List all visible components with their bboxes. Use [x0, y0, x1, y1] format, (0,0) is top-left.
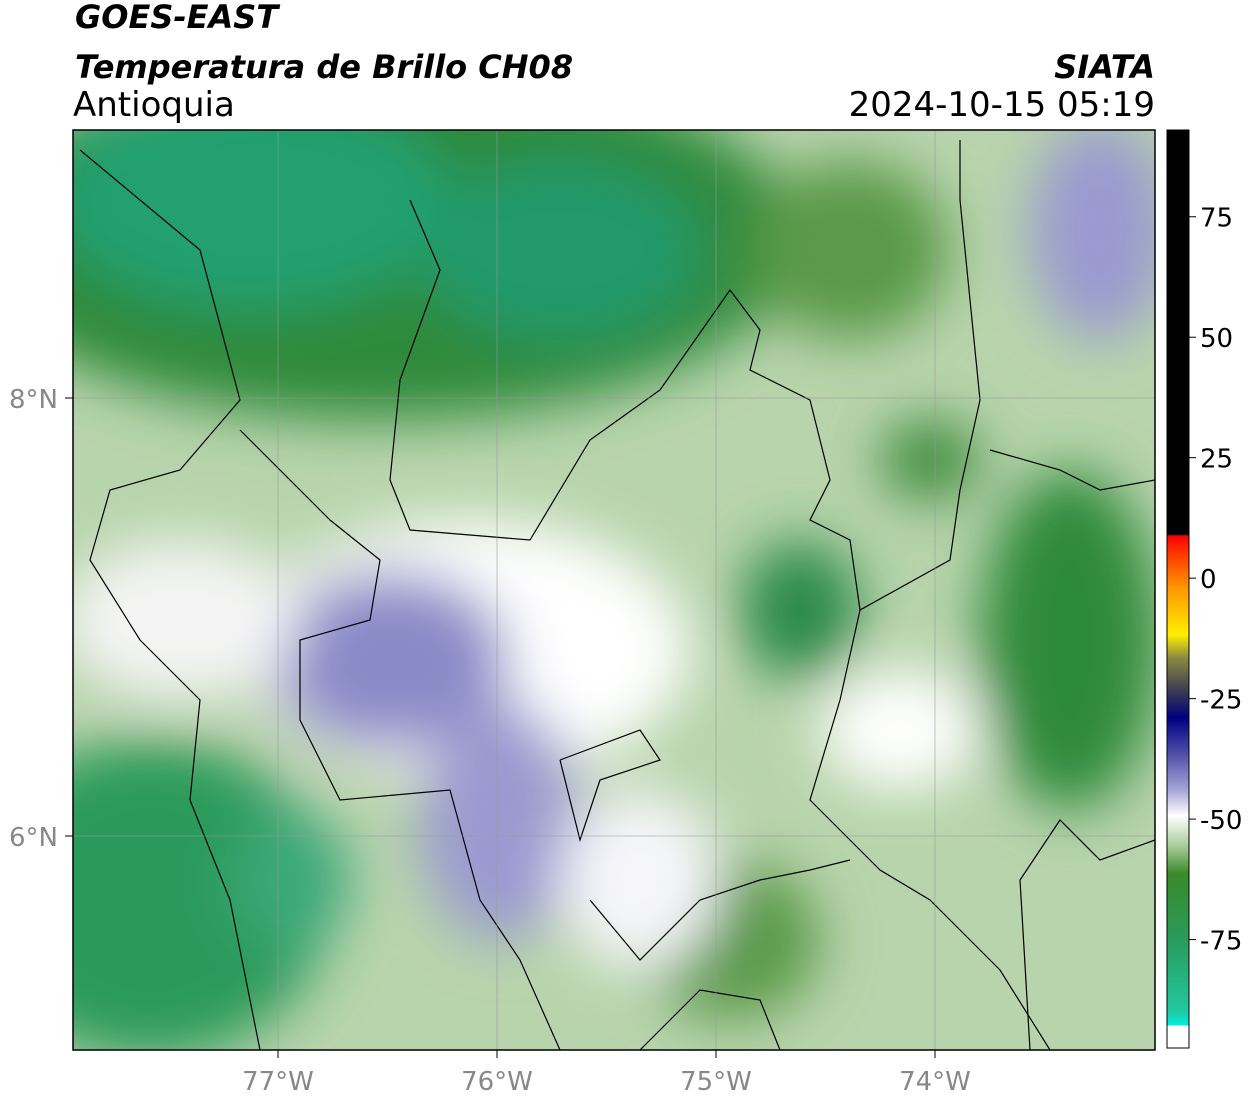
satellite-image — [73, 130, 1155, 1050]
datetime: 2024-10-15 05:19 — [849, 85, 1155, 125]
colorbar-tick-label: -50 — [1200, 806, 1242, 836]
colorbar-tick-label: -75 — [1200, 927, 1242, 957]
colorbar-tick-label: 0 — [1200, 565, 1217, 595]
colorbar-tick-label: 75 — [1200, 204, 1233, 234]
colorbar-tick-label: 25 — [1200, 445, 1233, 475]
colorbar — [1166, 129, 1190, 1049]
colorbar-tick-label: 50 — [1200, 324, 1233, 354]
map-frame — [72, 129, 1156, 1051]
org: SIATA — [1054, 48, 1155, 86]
region: Antioquia — [73, 85, 235, 125]
lat-tick-label: 8°N — [9, 385, 58, 415]
colorbar-tick-label: -25 — [1200, 686, 1242, 716]
lon-tick-label: 76°W — [461, 1067, 533, 1097]
lon-tick-label: 75°W — [680, 1067, 752, 1097]
product: Temperatura de Brillo CH08 — [75, 48, 573, 86]
lat-tick-label: 6°N — [9, 823, 58, 853]
lon-tick-label: 74°W — [899, 1067, 971, 1097]
satellite: GOES-EAST — [75, 0, 280, 36]
lon-tick-label: 77°W — [242, 1067, 314, 1097]
